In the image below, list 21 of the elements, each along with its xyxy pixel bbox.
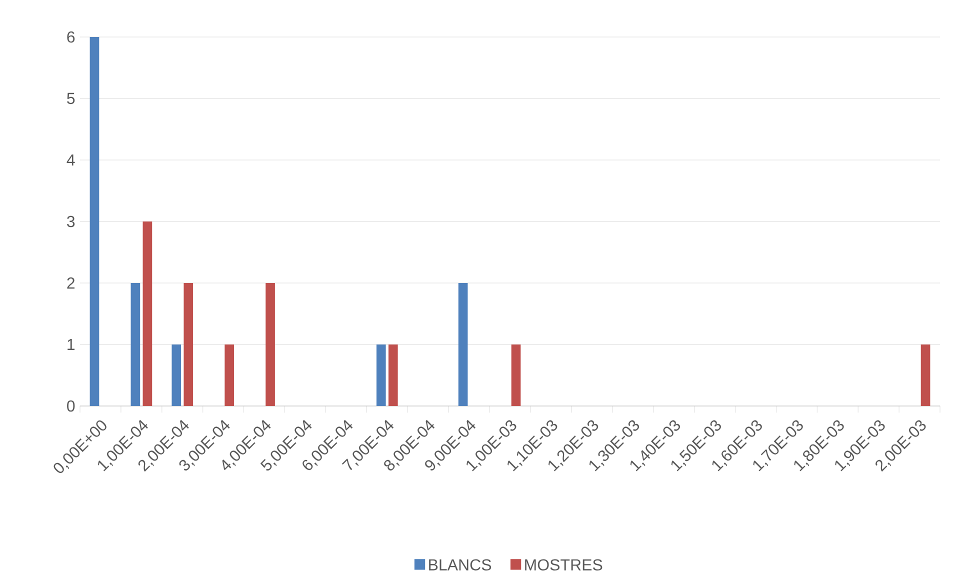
y-tick-label: 6 xyxy=(67,31,75,43)
bar xyxy=(376,344,386,406)
bar xyxy=(266,282,275,406)
bar xyxy=(172,344,182,406)
bar xyxy=(184,282,194,406)
y-tick-label: 2 xyxy=(67,277,74,289)
y-tick-label: 1 xyxy=(68,338,75,350)
y-tick-label: 3 xyxy=(67,216,75,228)
bar xyxy=(130,282,140,406)
y-tick-label: 0 xyxy=(67,400,75,412)
bar xyxy=(90,36,100,406)
y-tick-label: 4 xyxy=(66,154,75,166)
bar xyxy=(920,344,930,406)
bar xyxy=(458,282,468,406)
legend-label: BLANCS xyxy=(429,559,492,570)
bar xyxy=(142,221,152,406)
bar xyxy=(388,344,398,406)
legend-label: MOSTRES xyxy=(525,559,602,570)
bar xyxy=(511,344,521,406)
y-tick-label: 5 xyxy=(67,92,75,104)
bar xyxy=(224,344,234,406)
